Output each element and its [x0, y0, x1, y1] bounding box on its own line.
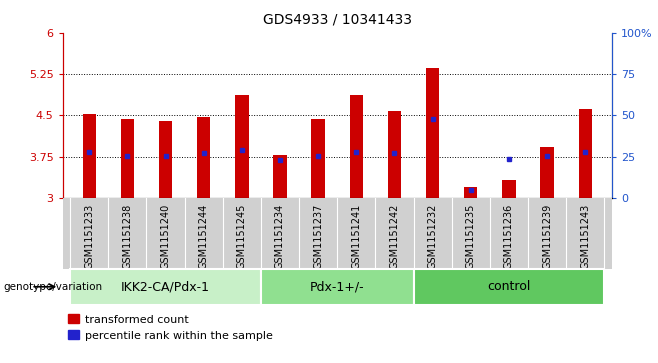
Bar — [464, 187, 478, 198]
Bar — [413, 269, 604, 305]
Text: GSM1151232: GSM1151232 — [428, 204, 438, 269]
Bar — [311, 119, 325, 198]
Bar — [70, 269, 261, 305]
Text: GSM1151238: GSM1151238 — [122, 204, 132, 269]
Bar — [273, 155, 287, 198]
Bar — [261, 269, 413, 305]
Bar — [159, 121, 172, 198]
Text: IKK2-CA/Pdx-1: IKK2-CA/Pdx-1 — [121, 280, 210, 293]
Text: GSM1151245: GSM1151245 — [237, 204, 247, 269]
Bar — [349, 95, 363, 198]
Text: GSM1151234: GSM1151234 — [275, 204, 285, 269]
Legend: transformed count, percentile rank within the sample: transformed count, percentile rank withi… — [68, 314, 272, 340]
Text: GDS4933 / 10341433: GDS4933 / 10341433 — [263, 13, 412, 27]
Bar — [235, 95, 249, 198]
Bar — [197, 117, 211, 198]
Text: GSM1151239: GSM1151239 — [542, 204, 552, 269]
Bar — [120, 119, 134, 198]
Text: GSM1151233: GSM1151233 — [84, 204, 94, 269]
Text: GSM1151242: GSM1151242 — [390, 204, 399, 269]
Text: GSM1151241: GSM1151241 — [351, 204, 361, 269]
Bar — [388, 111, 401, 198]
Text: Pdx-1+/-: Pdx-1+/- — [310, 280, 365, 293]
Text: genotype/variation: genotype/variation — [3, 282, 103, 292]
Text: GSM1151236: GSM1151236 — [504, 204, 514, 269]
Text: GSM1151240: GSM1151240 — [161, 204, 170, 269]
Text: control: control — [487, 280, 530, 293]
Text: GSM1151235: GSM1151235 — [466, 204, 476, 269]
Text: GSM1151237: GSM1151237 — [313, 204, 323, 269]
Bar — [540, 147, 554, 198]
Text: GSM1151244: GSM1151244 — [199, 204, 209, 269]
Bar — [82, 114, 96, 198]
Bar — [578, 109, 592, 198]
Bar — [502, 180, 516, 198]
Text: GSM1151243: GSM1151243 — [580, 204, 590, 269]
Bar — [426, 69, 440, 198]
